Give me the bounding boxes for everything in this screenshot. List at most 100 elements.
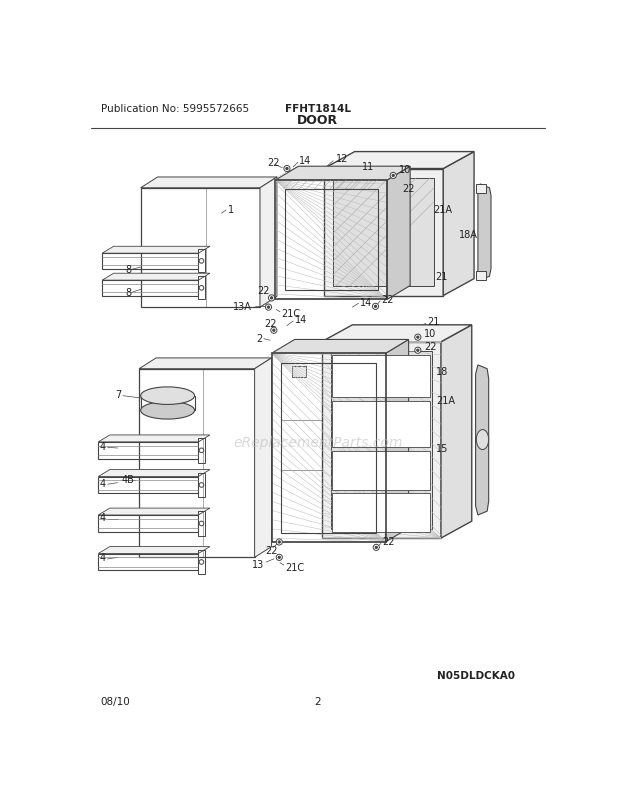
Polygon shape	[476, 184, 486, 194]
Circle shape	[390, 173, 396, 180]
Bar	[293, 367, 306, 378]
Circle shape	[270, 298, 273, 300]
Circle shape	[373, 545, 379, 551]
Text: 21C: 21C	[285, 562, 304, 572]
Polygon shape	[99, 470, 210, 477]
Text: 22: 22	[268, 158, 280, 168]
Text: 12: 12	[335, 154, 348, 164]
Ellipse shape	[141, 387, 195, 405]
Text: 11: 11	[363, 162, 374, 172]
Circle shape	[199, 483, 204, 488]
Text: 22: 22	[402, 184, 415, 193]
Text: 2: 2	[256, 334, 262, 343]
Text: 10: 10	[399, 164, 411, 174]
Circle shape	[199, 560, 204, 565]
Polygon shape	[443, 152, 474, 296]
Text: 18: 18	[436, 367, 449, 377]
Circle shape	[415, 334, 421, 341]
Text: 8: 8	[125, 265, 131, 274]
Text: 1: 1	[228, 205, 234, 214]
Circle shape	[417, 337, 419, 339]
Polygon shape	[141, 178, 277, 188]
Circle shape	[417, 350, 419, 352]
Circle shape	[284, 166, 290, 172]
Text: 22: 22	[264, 319, 277, 329]
Text: 08/10: 08/10	[100, 695, 130, 706]
Circle shape	[278, 557, 280, 559]
Polygon shape	[102, 247, 210, 254]
Text: 8: 8	[125, 287, 131, 298]
Text: 15: 15	[436, 444, 449, 453]
Text: 13A: 13A	[233, 302, 252, 311]
Polygon shape	[260, 178, 277, 308]
Polygon shape	[332, 452, 430, 490]
Polygon shape	[331, 351, 432, 529]
Text: 22: 22	[383, 537, 395, 546]
Text: 21A: 21A	[436, 395, 455, 405]
Text: Publication No: 5995572665: Publication No: 5995572665	[100, 104, 249, 115]
Polygon shape	[322, 342, 441, 538]
Text: 13: 13	[252, 559, 264, 569]
Text: 21: 21	[427, 317, 440, 326]
Circle shape	[273, 330, 275, 332]
Circle shape	[374, 306, 377, 308]
Circle shape	[392, 175, 394, 177]
Polygon shape	[272, 340, 409, 354]
Text: 22: 22	[265, 545, 278, 555]
Circle shape	[271, 328, 277, 334]
Polygon shape	[139, 358, 272, 369]
Text: 21: 21	[435, 272, 447, 282]
Polygon shape	[99, 508, 210, 516]
Circle shape	[199, 448, 204, 453]
Polygon shape	[255, 358, 272, 557]
Circle shape	[276, 539, 282, 545]
Text: 7: 7	[115, 390, 122, 399]
Circle shape	[276, 555, 282, 561]
Polygon shape	[333, 179, 434, 287]
Polygon shape	[478, 184, 491, 281]
Circle shape	[286, 168, 288, 171]
Polygon shape	[332, 355, 430, 398]
Circle shape	[199, 521, 204, 526]
Polygon shape	[102, 274, 210, 281]
Circle shape	[199, 286, 204, 291]
Circle shape	[278, 541, 280, 544]
Polygon shape	[332, 494, 430, 533]
Text: 14: 14	[360, 298, 373, 307]
Circle shape	[265, 305, 272, 311]
Circle shape	[373, 304, 379, 310]
Polygon shape	[476, 366, 489, 516]
Polygon shape	[275, 167, 410, 180]
Ellipse shape	[476, 430, 489, 450]
Circle shape	[199, 259, 204, 264]
Ellipse shape	[141, 402, 195, 419]
Polygon shape	[476, 272, 486, 281]
Circle shape	[267, 306, 270, 309]
Circle shape	[375, 546, 378, 549]
Polygon shape	[386, 340, 409, 542]
Text: 4: 4	[100, 441, 106, 452]
Text: 21A: 21A	[433, 205, 452, 215]
Polygon shape	[324, 152, 474, 169]
Text: 22: 22	[257, 286, 270, 296]
Text: N05DLDCKA0: N05DLDCKA0	[437, 670, 515, 680]
Polygon shape	[324, 169, 443, 296]
Text: DOOR: DOOR	[297, 115, 339, 128]
Text: 22: 22	[382, 295, 394, 305]
Polygon shape	[387, 167, 410, 300]
Text: 4: 4	[100, 478, 106, 488]
Text: FFHT1814L: FFHT1814L	[285, 104, 351, 115]
Text: 14: 14	[294, 314, 307, 324]
Text: 10: 10	[424, 328, 436, 338]
Text: 22: 22	[424, 341, 436, 351]
Text: 14: 14	[298, 156, 311, 166]
Polygon shape	[332, 402, 430, 448]
Polygon shape	[99, 547, 210, 554]
Text: 4: 4	[100, 553, 106, 563]
Circle shape	[268, 295, 275, 302]
Text: 4: 4	[100, 512, 106, 523]
Text: eReplacementParts.com: eReplacementParts.com	[233, 435, 402, 449]
Polygon shape	[441, 326, 472, 538]
Text: 18A: 18A	[459, 229, 477, 240]
Text: 21C: 21C	[281, 309, 301, 319]
